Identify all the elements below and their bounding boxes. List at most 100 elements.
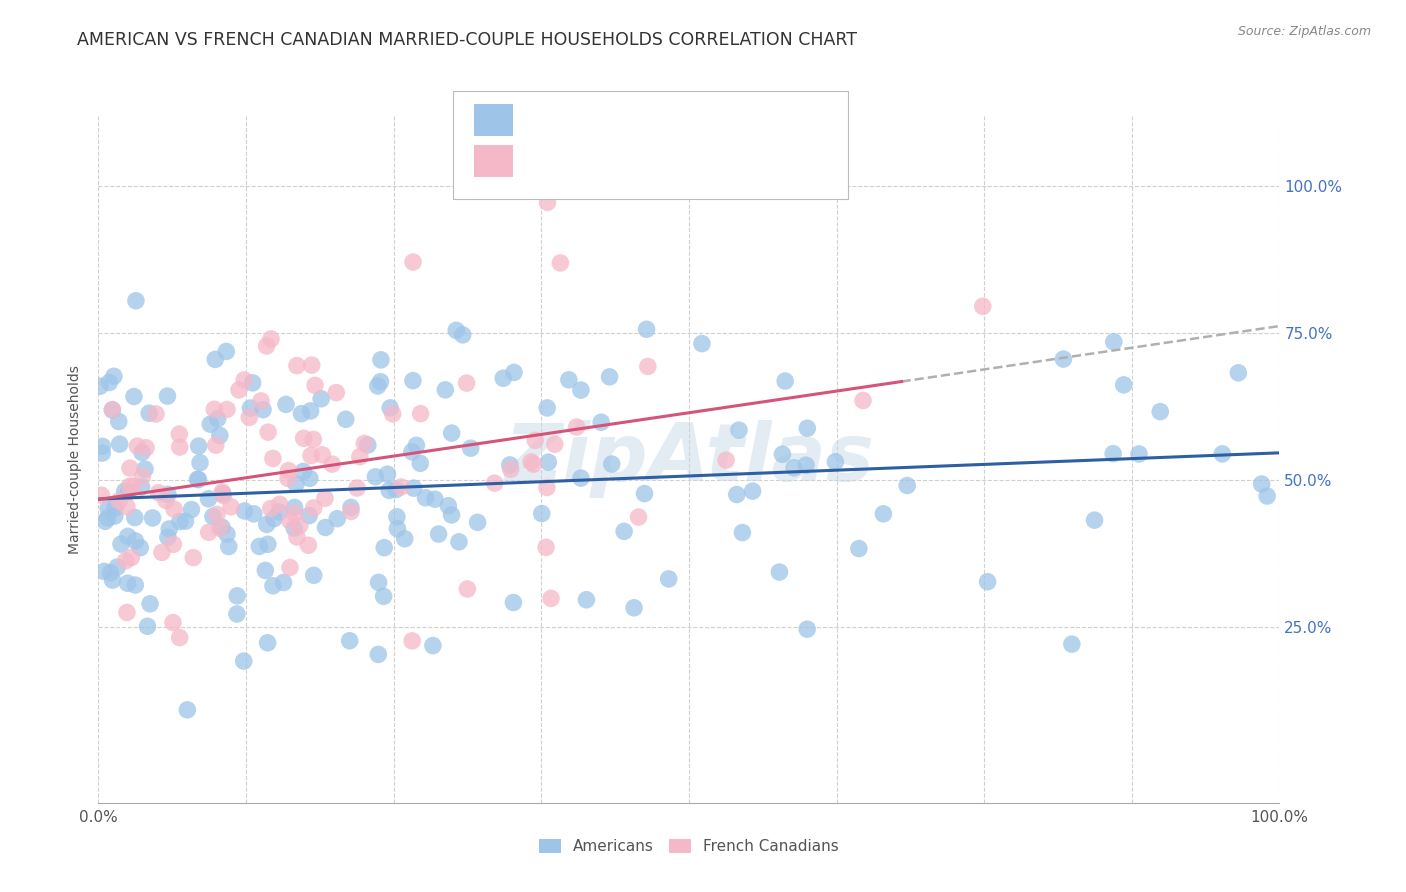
Point xyxy=(773,374,796,388)
Point xyxy=(187,473,209,487)
Point xyxy=(852,393,875,408)
Point xyxy=(434,383,457,397)
Point xyxy=(783,461,806,475)
Point xyxy=(277,471,299,485)
Point xyxy=(108,437,131,451)
Point xyxy=(401,445,423,459)
Point xyxy=(117,529,139,543)
Point xyxy=(169,515,191,529)
Point xyxy=(373,541,395,555)
Point xyxy=(204,352,226,367)
Point xyxy=(536,195,558,210)
Point xyxy=(339,633,361,648)
Point xyxy=(104,500,127,515)
Point xyxy=(117,484,139,499)
Point xyxy=(100,566,122,580)
Point xyxy=(456,582,478,596)
Point xyxy=(1112,377,1135,392)
Point xyxy=(523,457,546,471)
Point xyxy=(215,527,238,541)
Point xyxy=(285,530,308,544)
Point xyxy=(591,415,613,429)
Point xyxy=(169,631,191,645)
Point xyxy=(714,453,737,467)
Point xyxy=(233,504,256,518)
Point xyxy=(120,550,142,565)
Point xyxy=(131,480,153,494)
Text: Source: ZipAtlas.com: Source: ZipAtlas.com xyxy=(1237,25,1371,38)
Point xyxy=(298,471,321,485)
Point xyxy=(122,390,145,404)
Point xyxy=(524,434,547,448)
Point xyxy=(299,449,322,463)
Point xyxy=(121,479,143,493)
Point xyxy=(290,407,312,421)
Point xyxy=(139,597,162,611)
Point xyxy=(311,448,333,462)
Point xyxy=(138,406,160,420)
Point xyxy=(1149,404,1171,418)
Point xyxy=(169,440,191,454)
Point xyxy=(200,417,222,432)
Point xyxy=(162,537,184,551)
Point xyxy=(242,376,264,390)
Point xyxy=(115,500,138,514)
Point xyxy=(204,438,226,452)
Point xyxy=(208,521,231,535)
Point xyxy=(211,487,233,501)
Point xyxy=(163,502,186,516)
Point xyxy=(728,423,751,437)
Point xyxy=(252,402,274,417)
Point xyxy=(389,480,412,494)
Point xyxy=(197,525,219,540)
Point xyxy=(202,402,225,417)
Point xyxy=(238,410,260,425)
Point xyxy=(768,565,790,579)
Point xyxy=(89,379,111,393)
Point xyxy=(101,403,124,417)
Point xyxy=(972,299,994,313)
Point xyxy=(451,327,474,342)
Point xyxy=(484,476,506,491)
Point xyxy=(349,450,371,464)
Point xyxy=(117,576,139,591)
Point xyxy=(180,502,202,516)
Point xyxy=(239,401,262,415)
Point xyxy=(103,369,125,384)
Point xyxy=(208,428,231,442)
Point xyxy=(377,467,399,482)
Point xyxy=(129,541,152,555)
Point xyxy=(520,455,543,469)
Point xyxy=(226,589,249,603)
Point xyxy=(565,420,588,434)
Point xyxy=(257,425,280,439)
Point xyxy=(550,256,572,270)
Point xyxy=(401,633,423,648)
Point xyxy=(93,565,115,579)
Point xyxy=(1250,477,1272,491)
Text: 173: 173 xyxy=(673,112,707,129)
Point xyxy=(273,575,295,590)
Point xyxy=(402,481,425,495)
Text: 0.357: 0.357 xyxy=(564,152,616,169)
Point xyxy=(367,575,389,590)
Point xyxy=(91,439,114,453)
Point xyxy=(131,445,153,459)
Point xyxy=(370,352,392,367)
Point xyxy=(658,572,681,586)
Point xyxy=(422,639,444,653)
Point xyxy=(796,421,818,435)
Point xyxy=(302,568,325,582)
Point xyxy=(499,462,522,476)
Text: ZipAtlas: ZipAtlas xyxy=(503,420,875,499)
Point xyxy=(492,371,515,385)
Point xyxy=(447,534,470,549)
Point xyxy=(211,520,233,534)
Text: R =: R = xyxy=(524,112,558,129)
Point xyxy=(373,590,395,604)
Point xyxy=(262,579,284,593)
Point xyxy=(302,433,325,447)
Point xyxy=(558,373,581,387)
Point xyxy=(599,369,621,384)
Point xyxy=(437,499,460,513)
